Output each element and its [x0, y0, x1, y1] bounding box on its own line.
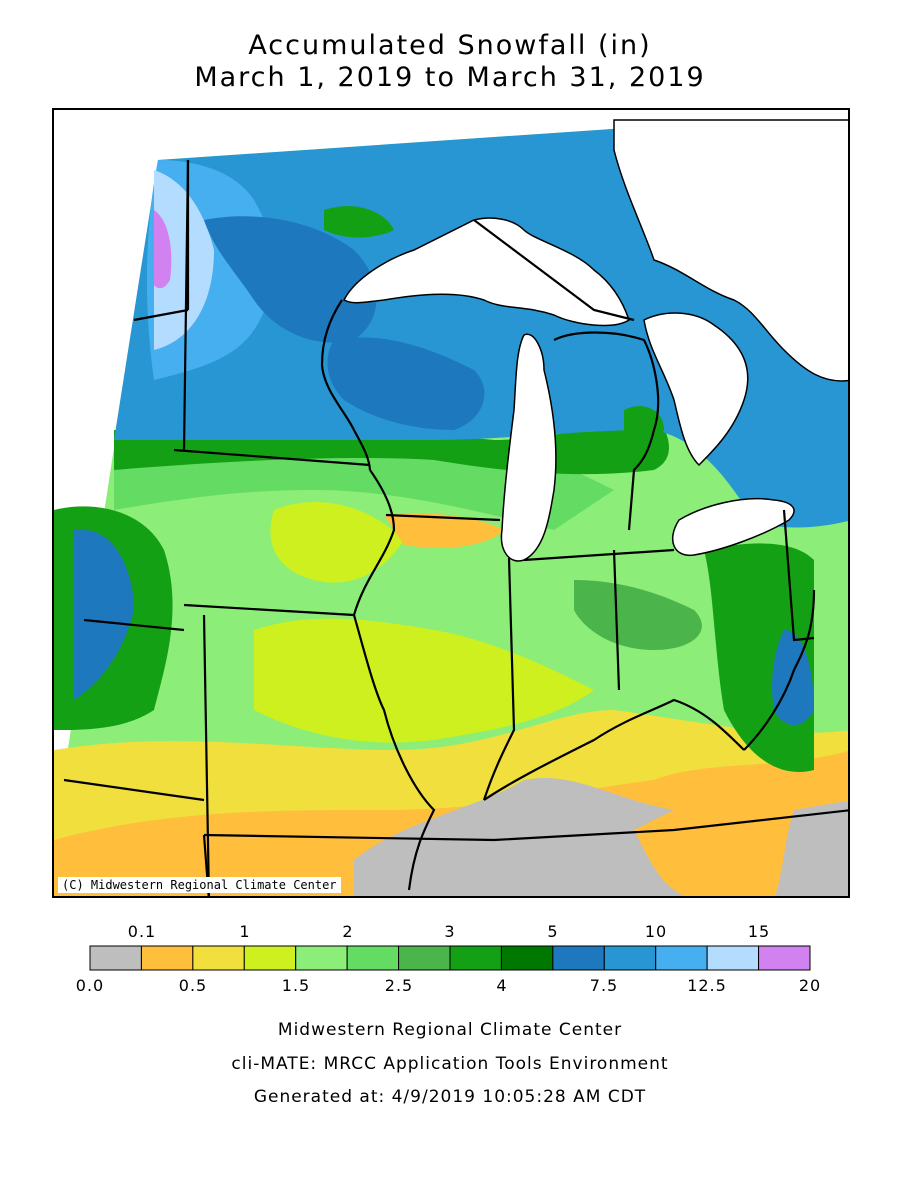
- legend-bottom-label: 12.5: [687, 976, 727, 995]
- legend-swatch: [706, 945, 760, 971]
- footer-tool: cli-MATE: MRCC Application Tools Environ…: [231, 1054, 669, 1074]
- zone-zero-east: [775, 800, 848, 896]
- legend-swatch: [603, 945, 657, 971]
- band-palest-west: [154, 170, 214, 350]
- legend-bottom-label: 0.5: [178, 976, 208, 995]
- map-credit: (C) Midwestern Regional Climate Center: [58, 877, 341, 893]
- border-in-mi: [523, 548, 675, 562]
- legend-bottom-label: 0.0: [75, 976, 105, 995]
- legend-swatch: [398, 945, 451, 971]
- legend-top-label: 3: [444, 922, 456, 941]
- legend-bottom-label: 20: [798, 976, 822, 995]
- legend-bottom-label: 7.5: [589, 976, 619, 995]
- legend-swatch: [655, 945, 708, 971]
- band-south-yellow: [54, 710, 848, 840]
- band-green-oh: [574, 580, 702, 650]
- legend-top-label: 2: [342, 922, 354, 941]
- snowfall-map: [54, 119, 848, 896]
- legend-top-label: 5: [547, 922, 559, 941]
- band-blue-west: [74, 530, 134, 700]
- legend-swatch: [140, 945, 194, 971]
- legend-top-label: 15: [747, 922, 771, 941]
- border-wv: [743, 589, 816, 751]
- border-in-oh: [612, 549, 621, 691]
- legend-swatch: [89, 945, 142, 971]
- border-oh-pa: [782, 509, 815, 642]
- band-green-mi: [624, 406, 664, 445]
- border-up: [473, 219, 635, 322]
- legend-bottom-label: 4: [496, 976, 508, 995]
- legend-bottom-label: 1.5: [281, 976, 311, 995]
- border-mn-wi: [320, 299, 372, 471]
- lake-superior: [342, 217, 630, 327]
- band-green-mn-north: [324, 206, 394, 238]
- great-lakes: [342, 119, 848, 562]
- border-ia-mn: [173, 448, 371, 467]
- legend-top-label: 10: [644, 922, 668, 941]
- border-ks-mo: [202, 614, 211, 896]
- map-date-range: March 1, 2019 to March 31, 2019: [194, 62, 706, 93]
- legend-swatch: [192, 945, 245, 971]
- band-blue-east: [772, 630, 814, 725]
- border-ne-ks: [63, 778, 205, 802]
- band-darkblue-mn: [204, 216, 377, 343]
- legend-swatch: [449, 945, 502, 971]
- border-west-mn: [182, 159, 190, 451]
- border-ohio-river: [483, 698, 745, 801]
- legend-swatch: [552, 945, 605, 971]
- border-ky-tn: [203, 809, 848, 842]
- border-ia-mo: [183, 603, 355, 617]
- border-mi-lp: [553, 331, 660, 531]
- legend-swatch: [346, 945, 400, 971]
- border-il-in: [482, 557, 516, 801]
- lake-huron: [643, 312, 749, 467]
- legend-swatches: [89, 945, 811, 971]
- footer-organization: Midwestern Regional Climate Center: [277, 1020, 623, 1040]
- footer-generated: Generated at: 4/9/2019 10:05:28 AM CDT: [253, 1087, 647, 1107]
- legend-bottom-label: 2.5: [384, 976, 414, 995]
- border-il-wi: [385, 513, 501, 522]
- legend-top-label: 1: [239, 922, 251, 941]
- legend-swatch: [500, 945, 554, 971]
- state-borders: [63, 159, 848, 896]
- border-mississippi: [352, 469, 436, 891]
- zone-zero: [354, 778, 685, 896]
- legend-swatch: [295, 945, 348, 971]
- band-lime: [254, 618, 594, 743]
- canada-land: [613, 119, 848, 382]
- legend-swatch: [243, 945, 297, 971]
- band-purple-west: [154, 210, 172, 289]
- legend-top-label: 0.1: [127, 922, 157, 941]
- map-title: Accumulated Snowfall (in): [248, 30, 652, 61]
- band-lime-west: [270, 501, 404, 583]
- border-sd-ne: [83, 618, 185, 632]
- legend-swatch: [758, 945, 811, 971]
- band-orange-ia: [384, 513, 504, 548]
- lake-erie: [672, 497, 795, 556]
- band-darkblue-wi: [327, 337, 485, 430]
- map-frame: (C) Midwestern Regional Climate Center: [52, 108, 850, 898]
